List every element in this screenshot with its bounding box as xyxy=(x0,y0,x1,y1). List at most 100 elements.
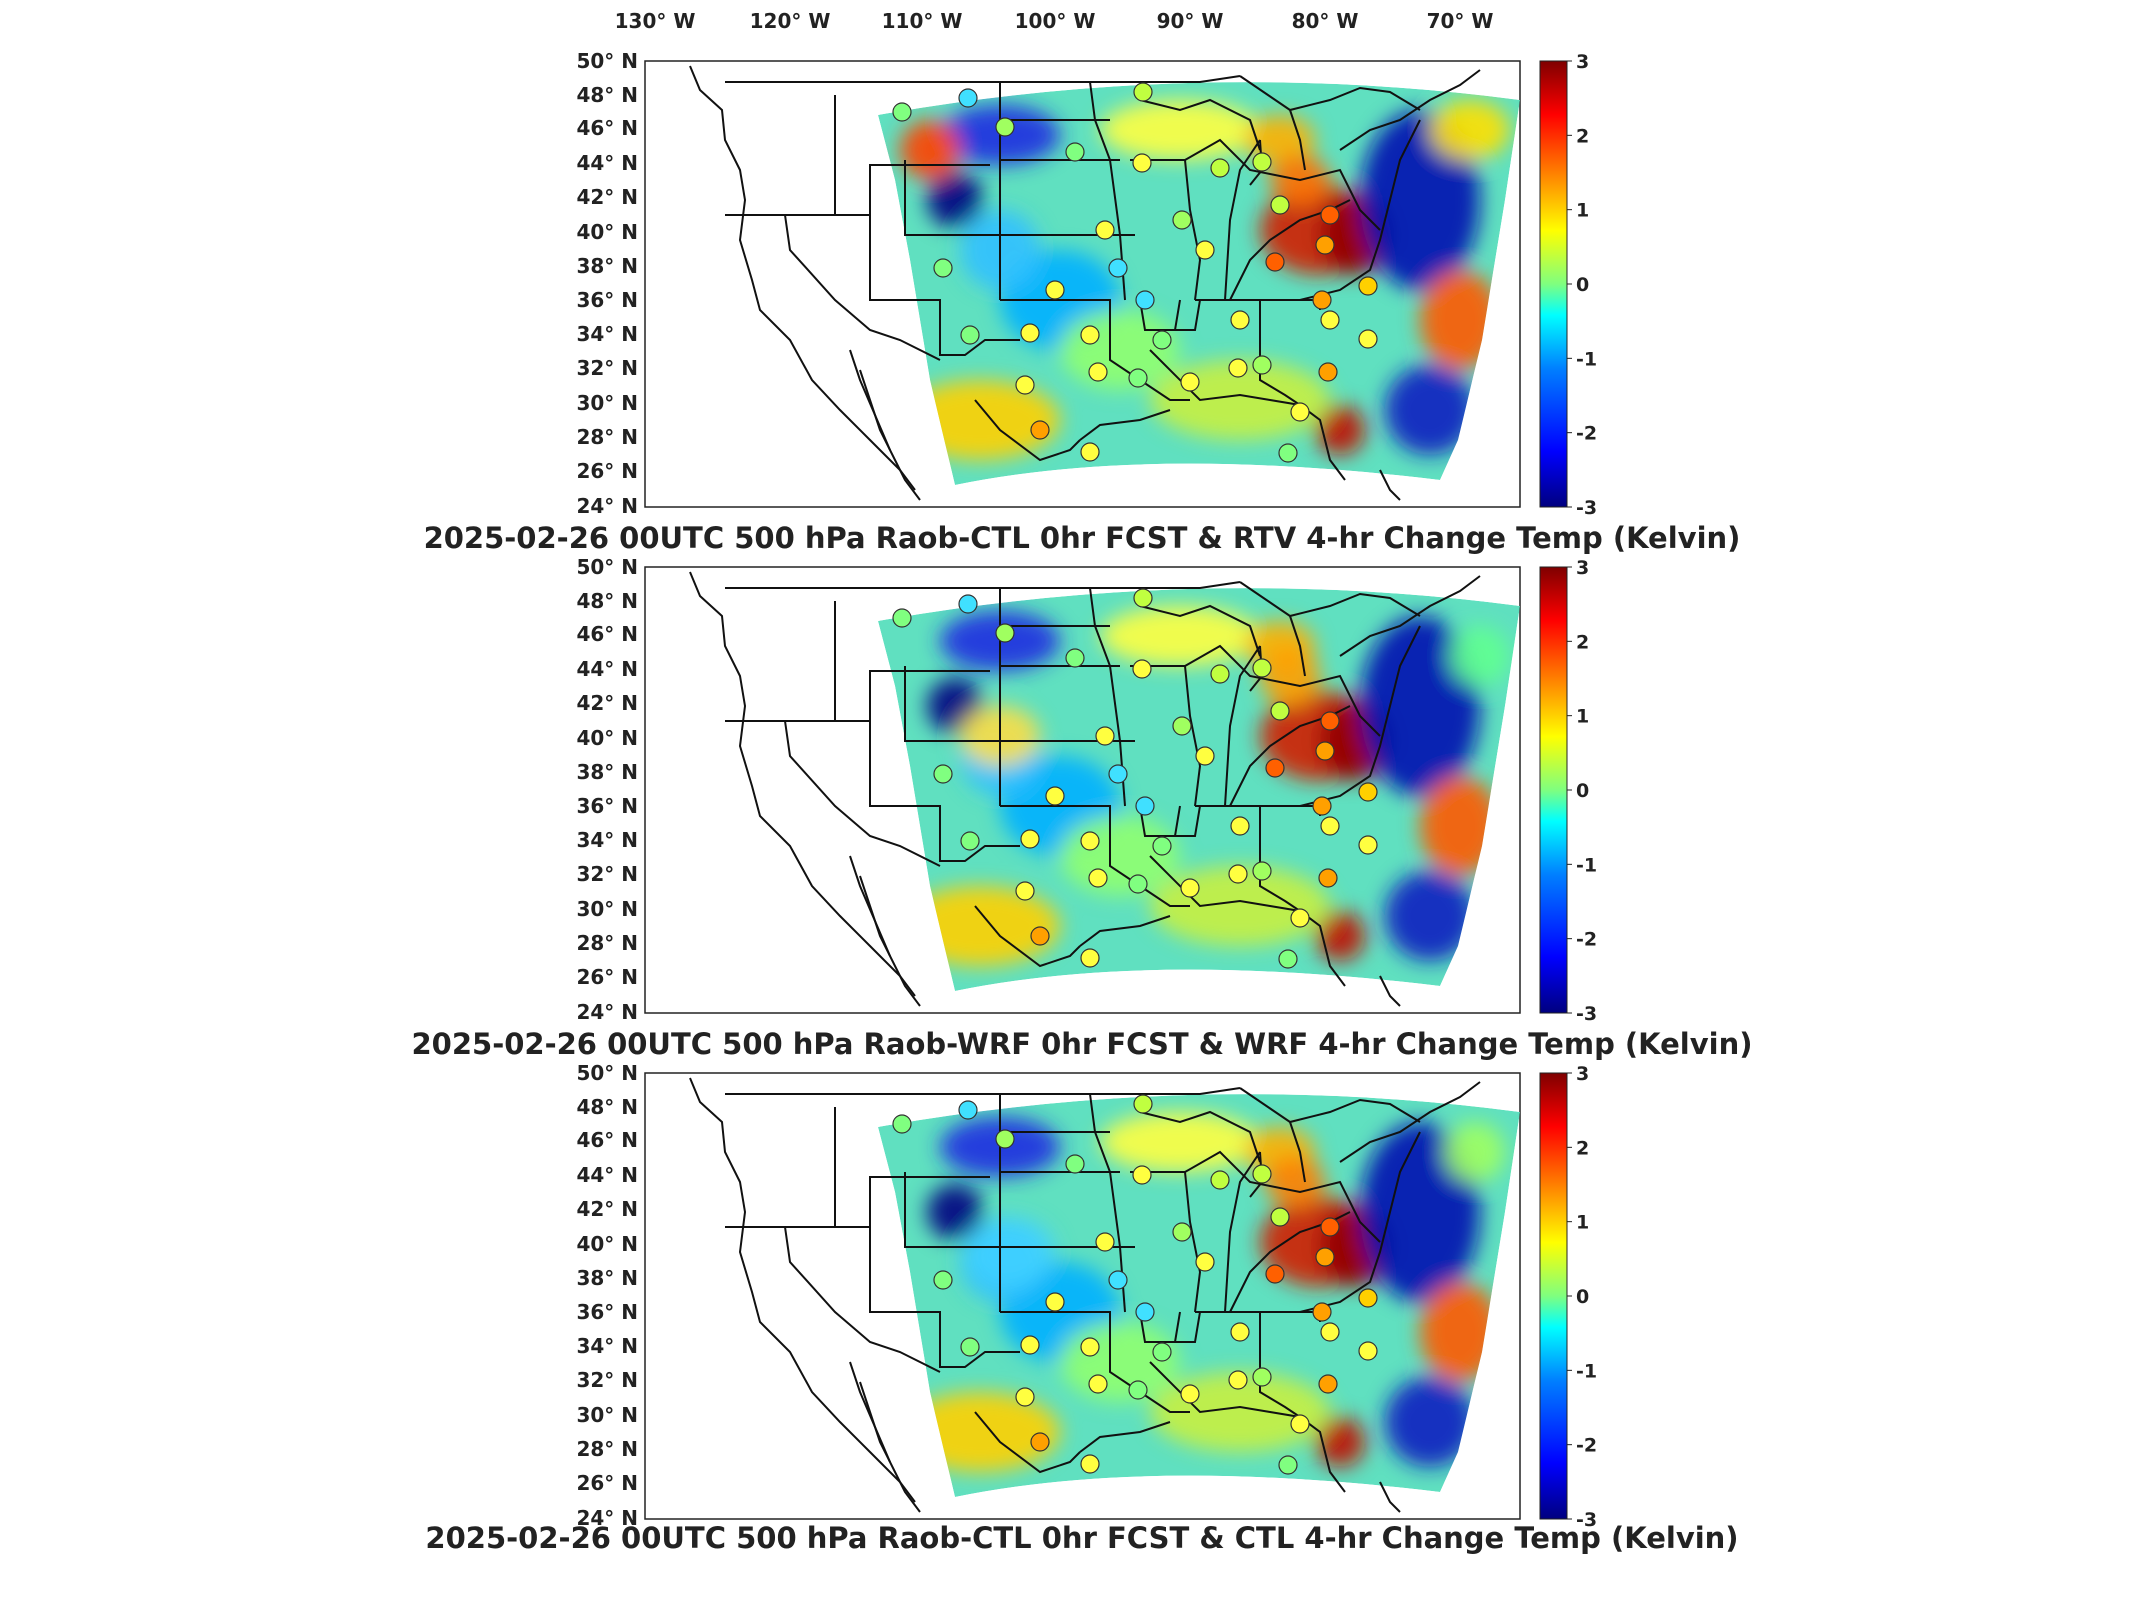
temperature-field xyxy=(878,588,1520,991)
panel-title: 2025-02-26 00UTC 500 hPa Raob-CTL 0hr FC… xyxy=(425,1521,1738,1555)
lon-label: 70° W xyxy=(1427,9,1494,33)
raob-station-marker xyxy=(1133,82,1153,102)
lat-label: 46° N xyxy=(576,622,638,646)
raob-station-marker xyxy=(1065,1154,1085,1174)
raob-station-marker xyxy=(1195,746,1215,766)
raob-stations xyxy=(892,82,1378,463)
raob-station-marker xyxy=(1045,1292,1065,1312)
raob-station-marker xyxy=(958,88,978,108)
raob-station-marker xyxy=(1132,153,1152,173)
colorbar-scale xyxy=(1539,1072,1568,1520)
raob-station-marker xyxy=(1312,290,1332,310)
lat-label: 50° N xyxy=(576,49,638,73)
raob-station-marker xyxy=(1195,1252,1215,1272)
raob-station-marker xyxy=(1152,1342,1172,1362)
lat-label: 30° N xyxy=(576,1403,638,1427)
raob-station-marker xyxy=(1358,835,1378,855)
lat-label: 48° N xyxy=(576,589,638,613)
raob-station-marker xyxy=(1315,1247,1335,1267)
colorbar-tick-label: -3 xyxy=(1576,1509,1597,1531)
raob-station-marker xyxy=(1318,1374,1338,1394)
lat-label: 48° N xyxy=(576,83,638,107)
colorbar-tick-label: -2 xyxy=(1576,929,1597,951)
raob-station-marker xyxy=(1252,1164,1272,1184)
raob-station-marker xyxy=(1228,864,1248,884)
lat-label: 24° N xyxy=(576,1000,638,1024)
raob-station-marker xyxy=(1210,1170,1230,1190)
raob-station-marker xyxy=(1228,358,1248,378)
raob-station-marker xyxy=(1358,1341,1378,1361)
colorbar: 3 2 1 0 -1 -2 -3 xyxy=(1539,557,1597,1025)
colorbar-tick-label: 0 xyxy=(1576,780,1589,802)
lon-label: 110° W xyxy=(882,9,963,33)
lat-label: 42° N xyxy=(576,185,638,209)
lat-label: 40° N xyxy=(576,220,638,244)
raob-station-marker xyxy=(1030,1432,1050,1452)
raob-station-marker xyxy=(1128,1380,1148,1400)
raob-station-marker xyxy=(1132,659,1152,679)
raob-station-marker xyxy=(1135,290,1155,310)
lon-label: 100° W xyxy=(1015,9,1096,33)
raob-station-marker xyxy=(1312,796,1332,816)
raob-station-marker xyxy=(1252,1367,1272,1387)
colorbar-tick-label: -1 xyxy=(1576,1360,1597,1382)
colorbar-tick-label: -1 xyxy=(1576,854,1597,876)
lat-label: 42° N xyxy=(576,691,638,715)
raob-station-marker xyxy=(1230,1322,1250,1342)
panel-title: 2025-02-26 00UTC 500 hPa Raob-WRF 0hr FC… xyxy=(411,1027,1752,1061)
colorbar: 3 2 1 0 -1 -2 -3 xyxy=(1539,51,1597,519)
raob-station-marker xyxy=(1152,836,1172,856)
lat-label: 42° N xyxy=(576,1197,638,1221)
raob-station-marker xyxy=(1135,796,1155,816)
latitude-labels: 50° N 48° N 46° N 44° N 42° N 40° N 38° N 36° N… xyxy=(576,1061,638,1530)
raob-station-marker xyxy=(1065,648,1085,668)
raob-station-marker xyxy=(1320,816,1340,836)
lon-label: 80° W xyxy=(1292,9,1359,33)
raob-station-marker xyxy=(1015,881,1035,901)
lat-label: 50° N xyxy=(576,555,638,579)
raob-station-marker xyxy=(1252,861,1272,881)
panel-title: 2025-02-26 00UTC 500 hPa Raob-CTL 0hr FC… xyxy=(424,521,1741,555)
raob-station-marker xyxy=(1228,1370,1248,1390)
map-panel: 50° N 48° N 46° N 44° N 42° N 40° N 38° N 36° N… xyxy=(425,1061,1738,1555)
lat-label: 46° N xyxy=(576,116,638,140)
colorbar-tick-label: 2 xyxy=(1576,631,1589,653)
raob-station-marker xyxy=(1320,310,1340,330)
raob-station-marker xyxy=(1358,1288,1378,1308)
raob-station-marker xyxy=(1210,158,1230,178)
raob-station-marker xyxy=(1358,782,1378,802)
raob-station-marker xyxy=(933,764,953,784)
lon-label: 90° W xyxy=(1157,9,1224,33)
lat-label: 36° N xyxy=(576,1300,638,1324)
lat-label: 32° N xyxy=(576,1368,638,1392)
colorbar-tick-label: 2 xyxy=(1576,125,1589,147)
raob-station-marker xyxy=(1020,829,1040,849)
lat-label: 38° N xyxy=(576,254,638,278)
temperature-field xyxy=(878,82,1520,485)
raob-station-marker xyxy=(958,594,978,614)
raob-station-marker xyxy=(1030,926,1050,946)
raob-station-marker xyxy=(1172,210,1192,230)
raob-station-marker xyxy=(892,1114,912,1134)
raob-station-marker xyxy=(1080,831,1100,851)
lat-label: 30° N xyxy=(576,391,638,415)
raob-station-marker xyxy=(1230,816,1250,836)
raob-station-marker xyxy=(1358,329,1378,349)
raob-station-marker xyxy=(1278,1455,1298,1475)
raob-station-marker xyxy=(1358,276,1378,296)
colorbar-tick-label: 2 xyxy=(1576,1137,1589,1159)
latitude-labels: 50° N 48° N 46° N 44° N 42° N 40° N 38° N 36° N… xyxy=(576,555,638,1024)
state-boundaries xyxy=(689,571,1481,1007)
lat-label: 32° N xyxy=(576,862,638,886)
raob-station-marker xyxy=(1080,325,1100,345)
raob-station-marker xyxy=(1080,948,1100,968)
raob-station-marker xyxy=(1252,355,1272,375)
raob-station-marker xyxy=(960,1337,980,1357)
raob-station-marker xyxy=(1265,252,1285,272)
lat-label: 50° N xyxy=(576,1061,638,1085)
map-panel: 50° N 48° N 46° N 44° N 42° N 40° N 38° N 36° N… xyxy=(424,49,1741,555)
lat-label: 26° N xyxy=(576,965,638,989)
raob-station-marker xyxy=(1065,142,1085,162)
lat-label: 38° N xyxy=(576,760,638,784)
longitude-labels: 130° W 120° W 110° W 100° W 90° W 80° W … xyxy=(615,9,1494,33)
